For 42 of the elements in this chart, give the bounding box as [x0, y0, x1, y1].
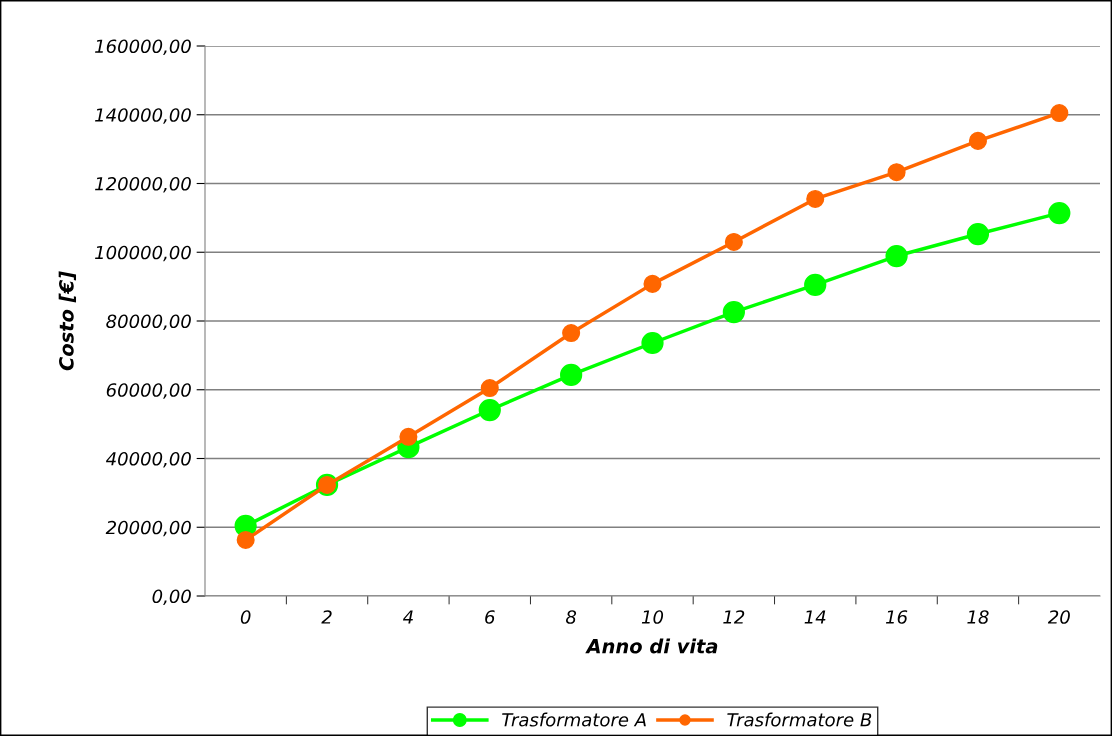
point [804, 273, 827, 297]
x-tick-label: 4 [402, 610, 413, 624]
legend-label: Trasformatore A [502, 712, 646, 727]
point [399, 427, 418, 446]
point [968, 131, 987, 150]
y-tick-label: 100000,00 [95, 245, 191, 262]
point [885, 244, 908, 268]
legend-label: Trasformatore B [727, 712, 872, 727]
point [1048, 201, 1071, 225]
x-tick-label: 0 [240, 610, 251, 624]
y-tick-label: 60000,00 [106, 383, 191, 399]
point [806, 189, 825, 208]
point [562, 324, 581, 343]
y-tick-label: 0,00 [152, 589, 191, 605]
x-tick-label: 20 [1047, 610, 1070, 624]
point [724, 232, 743, 251]
y-tick-label: 140000,00 [95, 108, 191, 124]
x-tick-label: 18 [967, 610, 989, 624]
point [641, 331, 664, 355]
x-tick-label: 6 [485, 610, 495, 624]
y-tick-label: 20000,00 [105, 520, 191, 537]
y-axis-title: Costo [€] [58, 271, 77, 371]
x-tick-label: 2 [321, 610, 332, 624]
x-tick-label: 16 [885, 610, 908, 624]
point [966, 222, 990, 246]
point [643, 274, 662, 293]
point [722, 300, 745, 324]
point [1050, 104, 1069, 123]
y-tick-label: 120000,00 [95, 176, 191, 193]
x-axis-title: Anno di vita [585, 638, 718, 654]
point [560, 363, 583, 387]
point [480, 379, 499, 398]
x-tick-label: 14 [804, 610, 826, 624]
point [478, 398, 501, 422]
x-tick-label: 8 [565, 610, 577, 624]
point [236, 530, 255, 549]
x-tick-label: 10 [641, 610, 664, 624]
y-tick-label: 40000,00 [105, 451, 191, 468]
y-tick-label: 160000,00 [95, 39, 191, 55]
y-tick-label: 80000,00 [106, 314, 191, 330]
x-tick-label: 12 [723, 610, 745, 624]
point [887, 163, 906, 182]
